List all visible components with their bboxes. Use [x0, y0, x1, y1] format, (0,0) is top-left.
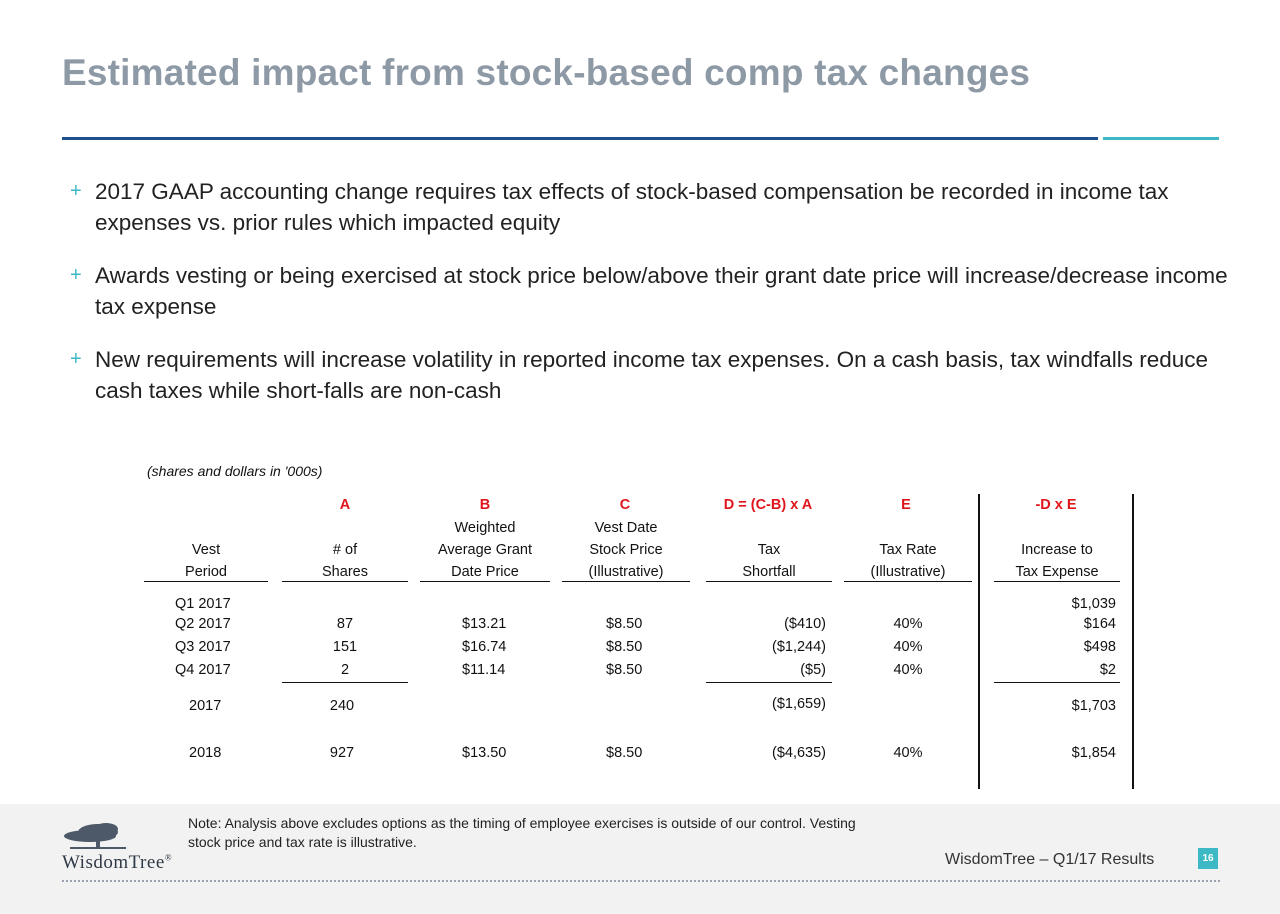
header-tax-shortfall: Shortfall: [742, 564, 796, 580]
table-cell-increase: $1,854: [1071, 745, 1116, 761]
table-cell-shortfall: ($1,659): [771, 696, 826, 712]
header-vest: Vest: [191, 542, 221, 558]
header-grant-price: Weighted: [454, 520, 516, 536]
subtotal-underline: [994, 682, 1120, 683]
header-increase: Tax Expense: [1015, 564, 1099, 580]
header-tax-rate: Tax Rate: [879, 542, 937, 558]
footer-label: WisdomTree – Q1/17 Results: [945, 851, 1155, 868]
header-underline: [844, 581, 972, 582]
footer-dotted-rule: [62, 880, 1220, 882]
plus-icon: +: [70, 348, 82, 370]
title-rule-teal: [1103, 137, 1219, 140]
bullet-text: New requirements will increase volatilit…: [95, 347, 1209, 403]
table-cell-period: 2017: [189, 698, 222, 714]
col-letter-e: E: [901, 497, 911, 513]
table-cell-grant: $11.14: [462, 662, 506, 678]
col-letter-b: B: [479, 497, 491, 513]
table-cell-stock: $8.50: [606, 616, 643, 632]
header-underline: [144, 581, 268, 582]
table-cell-grant: $13.21: [462, 616, 507, 632]
table-cell-rate: 40%: [893, 745, 923, 761]
table-cell-shares: 87: [336, 616, 354, 632]
page-number: 16: [1198, 848, 1218, 869]
table-cell-increase: $2: [1099, 662, 1116, 678]
header-tax-shortfall: Tax: [757, 542, 781, 558]
header-period: Period: [185, 564, 227, 580]
table-cell-grant: $13.50: [462, 745, 507, 761]
header-increase: Increase to: [1021, 542, 1093, 558]
subtotal-underline: [282, 682, 408, 683]
bullet-item: + 2017 GAAP accounting change requires t…: [68, 176, 1228, 238]
header-grant-price: Date Price: [451, 564, 519, 580]
title-rule-blue: [62, 137, 1098, 140]
table-cell-shares: 151: [332, 639, 358, 655]
logo-wordmark: WisdomTree®: [62, 852, 173, 873]
table-cell-period: Q2 2017: [175, 616, 231, 632]
table-cell-shares: 240: [329, 698, 355, 714]
bullet-list: + 2017 GAAP accounting change requires t…: [68, 176, 1228, 428]
col-letter-c: C: [619, 497, 631, 513]
table-cell-shortfall: ($1,244): [771, 639, 826, 655]
footnote: Note: Analysis above excludes options as…: [188, 815, 856, 850]
header-underline: [562, 581, 690, 582]
table-cell-period: Q3 2017: [175, 639, 231, 655]
slide-title: Estimated impact from stock-based comp t…: [62, 52, 1031, 93]
table-cell-shares: 2: [340, 662, 350, 678]
header-tax-rate: (Illustrative): [870, 564, 946, 580]
table-cell-increase: $1,039: [1071, 596, 1116, 612]
table-cell-stock: $8.50: [606, 639, 643, 655]
table-cell-stock: $8.50: [606, 662, 643, 678]
header-shares: # of: [332, 542, 358, 558]
table-cell-increase: $164: [1083, 616, 1116, 632]
tree-logo-icon: [64, 823, 126, 849]
tax-impact-table: A B C D = (C-B) x A E -D x E Vest Period…: [144, 494, 1134, 789]
col-letter-a: A: [339, 497, 351, 513]
bullet-text: 2017 GAAP accounting change requires tax…: [95, 179, 1169, 235]
header-shares: Shares: [322, 564, 368, 580]
table-cell-rate: 40%: [893, 616, 923, 632]
table-cell-rate: 40%: [893, 662, 923, 678]
table-cell-grant: $16.74: [462, 639, 507, 655]
column-border-left: [978, 494, 980, 789]
table-cell-stock: $8.50: [606, 745, 643, 761]
header-underline: [282, 581, 408, 582]
table-cell-period: 2018: [189, 745, 222, 761]
table-cell-increase: $1,703: [1071, 698, 1116, 714]
table-cell-shares: 927: [329, 745, 355, 761]
table-cell-shortfall: ($4,635): [771, 745, 826, 761]
col-letter-d: D = (C-B) x A: [723, 497, 813, 513]
table-cell-shortfall: ($5): [800, 662, 826, 678]
plus-icon: +: [70, 180, 82, 202]
table-cell-rate: 40%: [893, 639, 923, 655]
bullet-item: + Awards vesting or being exercised at s…: [68, 260, 1228, 322]
units-note: (shares and dollars in '000s): [147, 463, 323, 479]
bullet-item: + New requirements will increase volatil…: [68, 344, 1228, 406]
header-underline: [706, 581, 832, 582]
column-border-right: [1132, 494, 1134, 789]
table-cell-shortfall: ($410): [784, 616, 826, 632]
header-grant-price: Average Grant: [437, 542, 533, 558]
bullet-text: Awards vesting or being exercised at sto…: [95, 263, 1228, 319]
header-underline: [420, 581, 550, 582]
table-cell-period: Q4 2017: [175, 662, 231, 678]
col-letter-dxe: -D x E: [1035, 497, 1077, 513]
header-stock-price: Vest Date: [594, 520, 658, 536]
table-cell-increase: $498: [1083, 639, 1116, 655]
subtotal-underline: [706, 682, 832, 683]
header-stock-price: (Illustrative): [588, 564, 664, 580]
table-cell-period: Q1 2017: [175, 596, 231, 612]
header-underline: [994, 581, 1120, 582]
plus-icon: +: [70, 264, 82, 286]
header-stock-price: Stock Price: [589, 542, 663, 558]
footer-band: [0, 804, 1280, 914]
